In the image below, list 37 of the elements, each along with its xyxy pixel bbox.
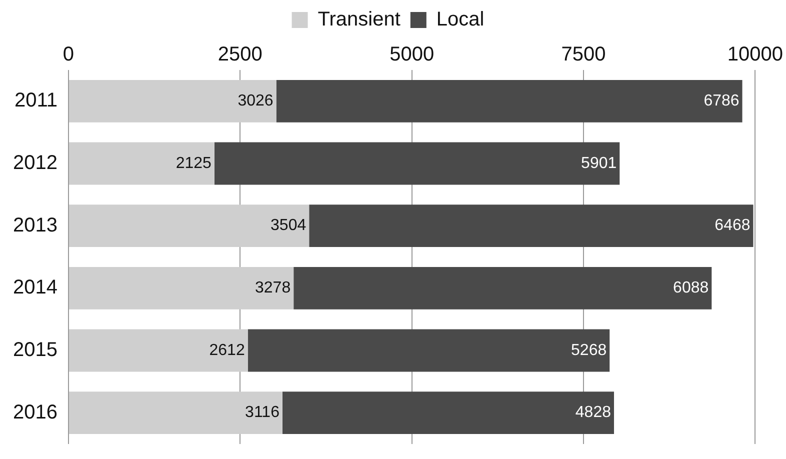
data-label: 6786	[704, 92, 740, 110]
x-tick-label: 5000	[390, 44, 434, 66]
bar	[68, 329, 248, 372]
bar	[276, 80, 742, 122]
x-tick-label: 7500	[561, 44, 606, 66]
bar	[68, 266, 294, 310]
data-label: 5901	[581, 154, 617, 172]
data-label: 5268	[571, 342, 607, 359]
y-tick-label: 2014	[12, 276, 58, 299]
bar	[282, 392, 614, 434]
data-label: 3504	[270, 217, 306, 234]
bar	[248, 329, 610, 372]
data-label: 6468	[714, 217, 750, 234]
y-tick-label: 2015	[12, 339, 58, 362]
y-tick-label: 2016	[12, 401, 58, 424]
bar	[294, 266, 712, 310]
bar	[68, 392, 282, 434]
bar	[68, 142, 214, 185]
bar	[68, 204, 310, 248]
data-label: 6088	[673, 280, 709, 297]
data-label: 4828	[575, 404, 612, 422]
bar	[309, 204, 754, 248]
data-label: 3116	[245, 404, 280, 422]
data-label: 3278	[255, 280, 291, 297]
y-tick-label: 2013	[12, 214, 58, 236]
legend-label: Local	[436, 8, 484, 31]
x-tick-label: 10000	[727, 44, 784, 66]
y-tick-label: 2012	[12, 152, 58, 174]
x-tick-label: 0	[62, 44, 74, 66]
data-label: 2125	[176, 154, 212, 172]
bar	[68, 80, 276, 122]
x-tick-label: 2500	[218, 44, 262, 66]
data-label: 2612	[209, 342, 245, 359]
bar	[214, 142, 620, 185]
y-tick-label: 2011	[14, 90, 58, 112]
data-label: 3026	[238, 92, 274, 110]
legend-label: Transient	[318, 8, 401, 31]
